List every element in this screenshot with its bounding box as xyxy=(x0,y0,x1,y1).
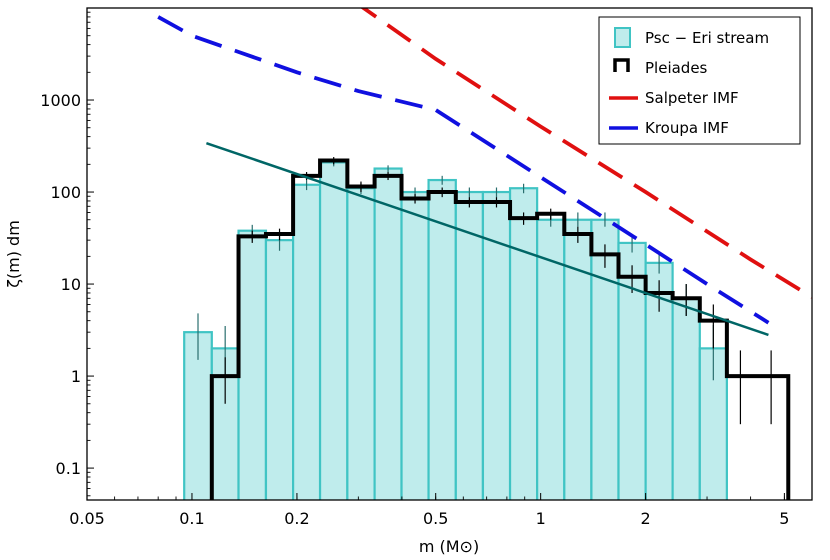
x-tick-label: 0.5 xyxy=(423,509,448,528)
psc-eri-bar xyxy=(292,183,322,500)
salpeter-imf-line xyxy=(360,8,812,299)
y-axis-label: ζ(m) dm xyxy=(4,220,23,288)
psc-eri-bar xyxy=(183,331,213,500)
imf-lines xyxy=(157,8,812,337)
psc-eri-bar xyxy=(671,297,701,500)
psc-eri-bar xyxy=(563,218,593,500)
x-tick-label: 5 xyxy=(779,509,789,528)
histogram-bars xyxy=(183,161,728,500)
psc-eri-bar xyxy=(264,239,295,500)
legend-label-salpeter: Salpeter IMF xyxy=(645,89,739,107)
x-axis-label: m (M⊙) xyxy=(419,537,479,556)
legend-label-psc-eri: Psc − Eri stream xyxy=(645,29,769,47)
y-tick-label: 0.1 xyxy=(56,459,81,478)
legend-patch-psc-eri xyxy=(614,27,631,48)
psc-eri-bar xyxy=(508,187,539,500)
x-tick-label: 0.2 xyxy=(284,509,309,528)
psc-eri-bar xyxy=(237,229,268,500)
psc-eri-bar xyxy=(454,190,485,500)
x-tick-label: 2 xyxy=(641,509,651,528)
psc-eri-bar xyxy=(536,218,566,500)
psc-eri-bar xyxy=(346,187,376,500)
psc-eri-bar xyxy=(373,167,403,500)
psc-eri-bar xyxy=(427,178,457,500)
legend-label-kroupa: Kroupa IMF xyxy=(645,119,729,137)
legend-label-pleiades: Pleiades xyxy=(645,59,708,77)
y-tick-label: 1 xyxy=(71,367,81,386)
y-tick-label: 1000 xyxy=(40,91,81,110)
pleiades-step-line xyxy=(209,158,791,500)
legend-box xyxy=(598,16,801,145)
fit-line xyxy=(205,141,769,337)
legend: Psc − Eri stream Pleiades Salpeter IMF K… xyxy=(598,16,801,145)
y-tick-label: 10 xyxy=(61,275,81,294)
psc-eri-bar xyxy=(318,161,349,500)
psc-eri-bar xyxy=(400,190,430,500)
plot-frame xyxy=(86,7,813,501)
y-tick-label: 100 xyxy=(50,183,81,202)
pleiades-step xyxy=(209,158,791,500)
x-tick-label: 1 xyxy=(536,509,546,528)
axis-ticks: 0.05 0.1 0.2 0.5 1 2 5 0.1 1 10 100 1000 xyxy=(40,11,789,528)
legend-step-pleiades xyxy=(613,58,630,72)
x-tick-label: 0.05 xyxy=(69,509,105,528)
kroupa-imf-line xyxy=(157,15,770,325)
x-tick-label: 0.1 xyxy=(179,509,204,528)
